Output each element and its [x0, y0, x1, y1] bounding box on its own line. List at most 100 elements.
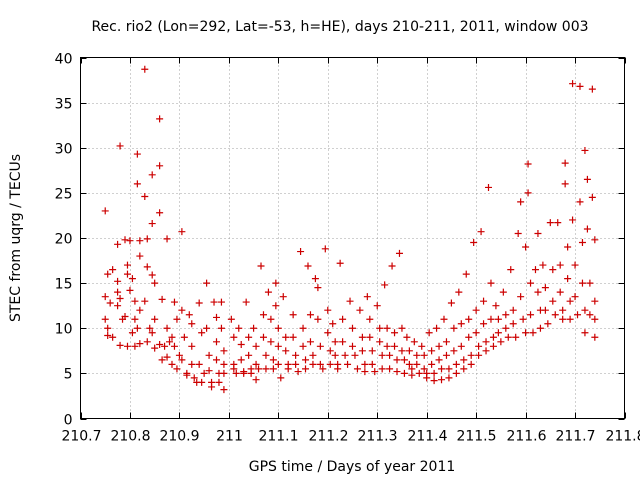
data-point — [279, 293, 287, 301]
data-point — [363, 293, 371, 301]
data-point — [571, 293, 579, 301]
data-point — [480, 320, 488, 328]
data-point — [274, 342, 282, 350]
data-point — [395, 249, 403, 257]
data-point — [217, 298, 225, 306]
data-point — [267, 338, 275, 346]
data-point — [452, 369, 460, 377]
data-point — [321, 245, 329, 253]
data-point — [420, 351, 428, 359]
data-point — [482, 347, 490, 355]
data-point — [366, 315, 374, 323]
chart-title: Rec. rio2 (Lon=292, Lat=-53, h=HE), days… — [91, 19, 588, 35]
data-point — [213, 313, 220, 321]
data-point — [556, 288, 564, 296]
data-point — [339, 338, 347, 346]
data-point — [447, 299, 455, 307]
x-tick-labels: 210.7 210.8 210.9 211 211.1 211.2 211.3 211.4 21… — [61, 429, 640, 445]
data-point — [450, 347, 458, 355]
data-point — [507, 266, 515, 274]
data-point — [470, 239, 478, 247]
data-point — [230, 365, 238, 373]
data-point — [586, 311, 594, 319]
data-point — [274, 324, 282, 332]
data-point — [136, 252, 144, 260]
data-point — [472, 329, 480, 337]
y-tick-label: 0 — [64, 413, 73, 429]
data-point — [465, 333, 473, 341]
data-point — [482, 338, 490, 346]
data-point — [151, 344, 159, 352]
data-point — [509, 320, 517, 328]
data-point — [143, 235, 151, 243]
data-point — [215, 378, 223, 386]
data-point — [141, 297, 149, 305]
data-point — [467, 360, 475, 368]
data-point — [534, 229, 542, 237]
data-point — [489, 333, 497, 341]
data-point — [306, 311, 314, 319]
data-point — [383, 342, 391, 350]
data-point — [314, 315, 322, 323]
data-point — [591, 315, 599, 323]
data-point — [123, 270, 131, 278]
data-point — [378, 365, 386, 373]
data-point — [106, 299, 114, 307]
data-point — [208, 383, 216, 391]
data-point — [408, 371, 416, 379]
data-point — [403, 333, 411, 341]
data-point — [141, 192, 149, 200]
x-tick-label: 211.4 — [407, 429, 447, 445]
data-point — [247, 369, 255, 377]
data-point — [457, 342, 465, 350]
data-point — [522, 329, 530, 337]
data-point — [371, 368, 379, 376]
y-tick-labels: 0 5 10 15 20 25 30 35 40 — [55, 52, 73, 429]
data-point — [114, 302, 122, 310]
data-point — [455, 288, 463, 296]
data-point — [425, 329, 433, 337]
data-point — [477, 228, 485, 236]
data-point — [166, 338, 174, 346]
data-point — [185, 311, 193, 319]
data-point — [121, 313, 129, 321]
data-point — [524, 160, 532, 168]
data-point — [502, 311, 510, 319]
data-point — [116, 294, 124, 302]
data-point — [217, 324, 225, 332]
data-point — [415, 369, 423, 377]
data-point — [104, 324, 112, 332]
data-point — [349, 342, 356, 350]
data-point — [465, 315, 473, 323]
data-point — [438, 376, 446, 384]
data-point — [502, 324, 510, 332]
data-point — [262, 365, 270, 373]
data-point — [376, 324, 384, 332]
data-point — [400, 356, 408, 364]
data-point — [539, 261, 547, 269]
data-point — [549, 266, 557, 274]
data-point — [472, 306, 480, 314]
data-point — [559, 315, 567, 323]
data-point — [583, 225, 591, 233]
x-tick-label: 211.7 — [555, 429, 595, 445]
data-point — [346, 297, 354, 305]
data-point — [131, 315, 139, 323]
data-point — [339, 315, 347, 323]
data-point — [161, 342, 169, 350]
data-point — [116, 142, 124, 150]
data-point — [235, 324, 243, 332]
data-point — [319, 365, 327, 373]
data-point — [489, 342, 497, 350]
data-point — [163, 235, 171, 243]
data-point — [578, 239, 586, 247]
data-point — [114, 277, 122, 285]
data-point — [200, 369, 208, 377]
data-point — [386, 351, 394, 359]
data-point — [272, 302, 280, 310]
data-point — [435, 342, 443, 350]
data-point — [566, 297, 574, 305]
data-point — [131, 297, 139, 305]
data-point — [148, 220, 156, 228]
data-point — [156, 115, 164, 123]
